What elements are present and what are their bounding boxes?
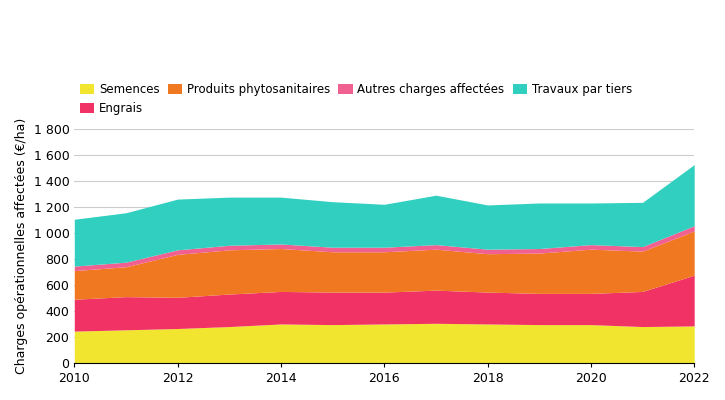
Y-axis label: Charges opérationnelles affectées (€/ha): Charges opérationnelles affectées (€/ha) — [15, 118, 28, 374]
Legend: Semences, Engrais, Produits phytosanitaires, Autres charges affectées, Travaux p: Semences, Engrais, Produits phytosanitai… — [80, 83, 631, 115]
